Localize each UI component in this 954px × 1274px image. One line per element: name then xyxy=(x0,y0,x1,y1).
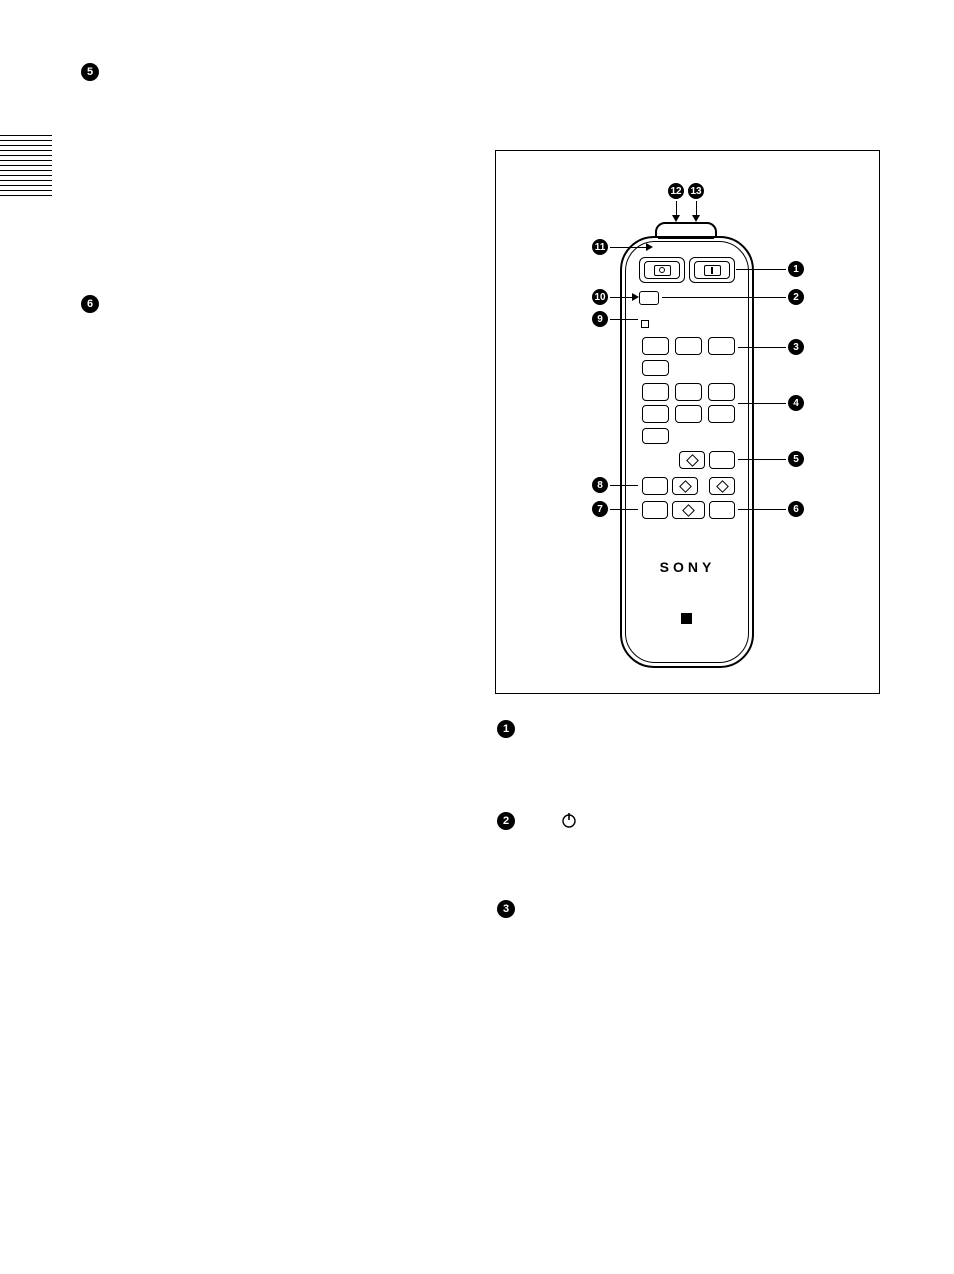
bottom-marker-square xyxy=(681,613,692,624)
grid-button[interactable] xyxy=(642,428,669,444)
callout-1: 1 xyxy=(788,261,804,277)
arrow-down-button[interactable] xyxy=(672,501,705,519)
nav-button[interactable] xyxy=(642,501,668,519)
power-icon xyxy=(654,265,671,276)
callout-3: 3 xyxy=(788,339,804,355)
standby-icon xyxy=(560,811,578,834)
arrow-down-icon xyxy=(682,504,695,517)
arrowhead-right xyxy=(632,293,639,301)
callout-5: 5 xyxy=(788,451,804,467)
nav-button[interactable] xyxy=(709,501,735,519)
circled-number-5: 5 xyxy=(81,63,99,81)
lead-line xyxy=(610,485,638,486)
grid-button[interactable] xyxy=(708,405,735,423)
grid-button[interactable] xyxy=(675,383,702,401)
callout-10: 10 xyxy=(592,289,608,305)
text-circled-2: 2 xyxy=(497,812,515,830)
grid-button[interactable] xyxy=(675,337,702,355)
callout-6: 6 xyxy=(788,501,804,517)
callout-9: 9 xyxy=(592,311,608,327)
arrow-left-icon xyxy=(679,480,692,493)
arrow-up-button[interactable] xyxy=(679,451,705,469)
callout-2: 2 xyxy=(788,289,804,305)
nav-button[interactable] xyxy=(642,477,668,495)
lead-line xyxy=(610,319,638,320)
lead-line xyxy=(610,509,638,510)
nav-button[interactable] xyxy=(709,451,735,469)
lead-line xyxy=(738,347,786,348)
lead-line xyxy=(736,269,786,270)
lead-line xyxy=(738,459,786,460)
on-icon xyxy=(704,265,721,276)
lead-line xyxy=(738,403,786,404)
brand-logo: SONY xyxy=(496,559,879,575)
lead-line xyxy=(738,509,786,510)
grid-button[interactable] xyxy=(642,337,669,355)
grid-button[interactable] xyxy=(642,383,669,401)
lead-line xyxy=(610,247,650,248)
power-on-button[interactable] xyxy=(694,261,730,279)
page: 5 6 12 13 xyxy=(0,0,954,1274)
arrowhead-down xyxy=(692,215,700,222)
callout-13: 13 xyxy=(688,183,704,199)
grid-button[interactable] xyxy=(642,360,669,376)
text-circled-3: 3 xyxy=(497,900,515,918)
grid-button[interactable] xyxy=(675,405,702,423)
callout-12: 12 xyxy=(668,183,684,199)
arrowhead-down xyxy=(672,215,680,222)
button-row-4a xyxy=(642,383,735,401)
remote-figure-frame: 12 13 xyxy=(495,150,880,694)
arrow-right-icon xyxy=(716,480,729,493)
button-row-3a xyxy=(642,337,735,355)
grid-button[interactable] xyxy=(708,383,735,401)
callout-4: 4 xyxy=(788,395,804,411)
tiny-led xyxy=(641,315,649,333)
callout-11: 11 xyxy=(592,239,608,255)
margin-rule-lines xyxy=(0,135,52,196)
power-standby-button[interactable] xyxy=(644,261,680,279)
lead-line xyxy=(662,297,786,298)
emitter-seam xyxy=(658,238,714,239)
arrow-left-button[interactable] xyxy=(672,477,698,495)
arrowhead-right xyxy=(646,243,653,251)
circled-number-6: 6 xyxy=(81,295,99,313)
button-row-4b xyxy=(642,405,735,423)
text-circled-1: 1 xyxy=(497,720,515,738)
callout-7: 7 xyxy=(592,501,608,517)
callout-8: 8 xyxy=(592,477,608,493)
grid-button[interactable] xyxy=(708,337,735,355)
grid-button[interactable] xyxy=(642,405,669,423)
small-button-left[interactable] xyxy=(639,291,659,305)
arrow-right-button[interactable] xyxy=(709,477,735,495)
arrow-up-icon xyxy=(686,454,699,467)
